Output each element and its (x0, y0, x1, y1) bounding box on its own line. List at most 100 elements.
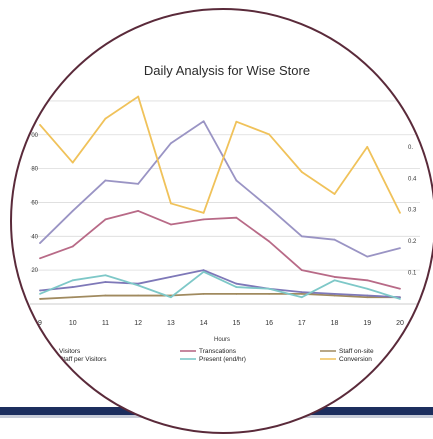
data-point (366, 255, 369, 258)
data-point (202, 269, 205, 272)
data-point (104, 218, 107, 221)
x-tick-label: 12 (134, 320, 142, 327)
data-point (202, 211, 205, 214)
series-line (39, 292, 400, 300)
data-point (202, 270, 205, 273)
circle-border (10, 8, 433, 434)
data-point (39, 289, 41, 292)
data-point (170, 223, 172, 226)
data-point (39, 298, 41, 300)
data-point (137, 294, 140, 297)
data-point (333, 193, 336, 195)
data-point (235, 120, 238, 123)
data-point (300, 292, 303, 295)
left-tick-label: 40 (31, 234, 38, 240)
right-tick-label: 0.3 (408, 208, 417, 214)
data-point (104, 294, 107, 297)
x-axis-label: Hours (214, 337, 230, 343)
data-point (399, 211, 401, 214)
data-point (268, 292, 270, 295)
data-point (137, 95, 140, 98)
legend-label: Staff per Visitors (59, 356, 107, 363)
series-lines (39, 95, 401, 300)
x-tick-label: 20 (396, 320, 404, 327)
data-point (137, 282, 140, 285)
left-tick-label: 60 (31, 200, 38, 206)
data-point (399, 287, 401, 290)
legend-label: Conversion (339, 356, 372, 363)
data-point (268, 240, 270, 243)
chart-title: Daily Analysis for Wise Store (144, 63, 310, 78)
data-point (333, 238, 336, 241)
data-point (71, 161, 74, 164)
data-point (104, 117, 107, 120)
legend-label: Transcations (199, 348, 237, 355)
data-point (268, 287, 270, 290)
grid-lines (30, 100, 420, 305)
data-point (268, 206, 270, 209)
x-tick-label: 10 (69, 320, 77, 327)
data-point (235, 216, 238, 219)
x-tick-label: 17 (298, 320, 306, 327)
data-point (39, 242, 41, 244)
data-point (170, 296, 172, 299)
right-tick-label: 0.4 (408, 176, 417, 182)
x-tick-label: 13 (167, 320, 175, 327)
data-point (399, 247, 401, 250)
data-point (300, 235, 303, 238)
series-line (39, 95, 401, 214)
data-point (235, 286, 238, 288)
x-tick-label: 11 (102, 320, 109, 327)
data-point (137, 182, 140, 185)
data-point (104, 281, 107, 283)
data-point (366, 294, 369, 297)
data-point (366, 287, 369, 290)
x-tick-label: 9 (38, 320, 42, 327)
data-point (137, 284, 140, 287)
data-point (268, 133, 270, 136)
x-tick-label: 14 (200, 320, 208, 327)
series-line (39, 210, 401, 290)
right-tick-label: 0. (408, 145, 413, 151)
series-line (39, 120, 401, 258)
left-tick-label: 20 (31, 268, 38, 274)
data-point (399, 296, 401, 299)
data-point (300, 291, 303, 294)
left-tick-label: 80 (31, 167, 38, 173)
data-point (366, 296, 369, 299)
data-point (202, 120, 205, 123)
data-point (104, 179, 107, 182)
x-tick-label: 15 (232, 320, 240, 327)
x-tick-label: 19 (363, 320, 371, 327)
data-point (333, 294, 336, 297)
data-point (333, 292, 336, 295)
legend-label: Visitors (59, 348, 81, 355)
right-tick-label: 0.2 (408, 239, 417, 245)
data-point (300, 171, 303, 173)
data-point (300, 269, 303, 272)
right-tick-label: 0.1 (408, 271, 417, 277)
x-tick-label: 18 (331, 320, 339, 327)
data-point (71, 296, 74, 299)
series-line (39, 270, 401, 300)
data-point (39, 292, 41, 295)
data-point (300, 296, 303, 299)
data-point (104, 274, 107, 277)
data-point (235, 282, 238, 285)
data-point (39, 123, 41, 126)
left-tick-label: 00 (31, 133, 38, 139)
data-point (235, 292, 238, 295)
data-point (71, 286, 74, 288)
legend-label: Present (end/hr) (199, 356, 246, 363)
data-point (333, 279, 336, 282)
x-tick-label: 16 (265, 320, 273, 327)
series-line (39, 269, 401, 299)
data-point (333, 276, 336, 278)
data-point (202, 292, 205, 295)
data-point (170, 202, 172, 205)
data-point (39, 257, 41, 260)
data-point (137, 210, 140, 212)
data-point (235, 179, 238, 182)
